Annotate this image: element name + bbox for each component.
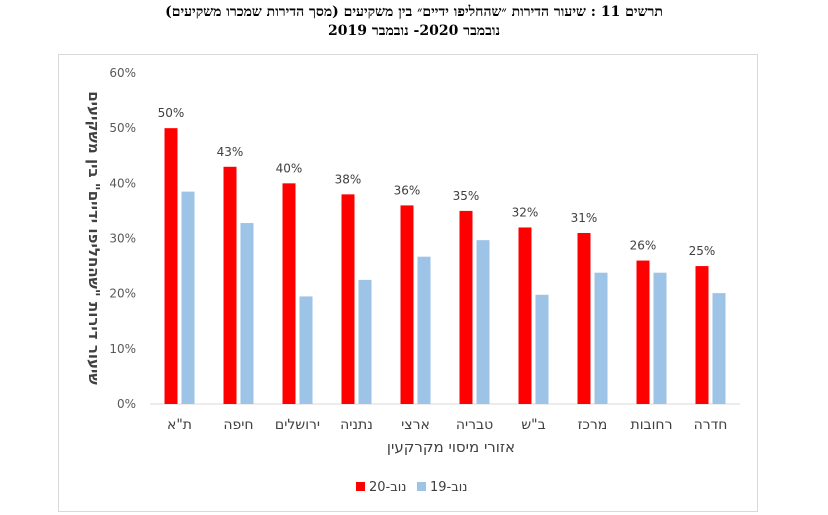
bar-nov19 [594,272,608,404]
bar-nov19 [535,294,549,404]
x-tick-label: ירושלים [275,417,320,433]
bar-nov20 [459,210,473,404]
data-label: 40% [276,161,303,175]
legend-label: נוב-20 [369,480,407,495]
y-tick-label: 60% [109,66,136,80]
data-label: 36% [394,183,421,197]
x-tick-label: חדרה [694,417,728,433]
bar-nov20 [518,227,532,404]
data-label: 32% [512,205,539,219]
bar-nov20 [636,260,650,404]
x-tick-label: ארצי [401,417,430,433]
data-label: 26% [630,239,657,253]
chart-title-line2: נובמבר 2020- נובמבר 2019 [328,23,500,39]
y-tick-label: 50% [109,121,136,135]
data-labels: 50% 43% 40% 38% 36% 35% 32% 31% 26% 25% [158,106,716,258]
bar-nov20 [400,205,414,404]
x-axis-ticks: ת"א חיפה ירושלים נתניה ארצי טבריה ב"ש מרכז רחובו… [167,417,727,433]
chart-frame [58,54,758,512]
legend-swatch [356,482,365,491]
y-tick-label: 10% [109,342,136,356]
bar-nov20 [695,266,709,404]
bar-nov19 [417,256,431,404]
data-label: 43% [217,145,244,159]
data-label: 50% [158,106,185,120]
y-tick-label: 40% [109,176,136,190]
bar-nov19 [712,293,726,404]
chart-title: תרשים 11 : שיעור הדירות ״שהחליפו ידיים״ … [0,3,828,41]
y-tick-label: 30% [109,232,136,246]
bar-nov20 [282,183,296,404]
x-axis-title: אזורי מיסוי מקרקעין [387,438,515,456]
chart-title-line1: תרשים 11 : שיעור הדירות ״שהחליפו ידיים״ … [165,4,663,20]
x-tick-label: ב"ש [521,417,545,433]
bar-nov20 [223,166,237,404]
bar-nov19 [240,223,254,404]
data-label: 35% [453,189,480,203]
data-label: 25% [689,244,716,258]
y-tick-label: 0% [117,397,136,411]
bars [164,128,726,404]
bar-nov19 [181,191,195,404]
x-tick-label: ת"א [167,417,192,433]
x-tick-label: נתניה [340,417,373,433]
x-tick-label: רחובות [631,417,673,433]
x-tick-label: מרכז [578,417,608,433]
bar-nov19 [358,279,372,404]
x-tick-label: טבריה [456,417,493,433]
legend-swatch [417,482,426,491]
bar-nov20 [341,194,355,404]
y-axis-ticks: 0% 10% 20% 30% 40% 50% 60% [109,66,136,411]
legend: נוב-19 נוב-20 [356,480,468,495]
y-axis-title: שיעור דירות "שהחליפו ידיים" בין משקיעים [85,91,103,385]
data-label: 38% [335,172,362,186]
legend-label: נוב-19 [430,480,468,495]
data-label: 31% [571,211,598,225]
bar-nov19 [476,240,490,404]
x-tick-label: חיפה [223,417,253,433]
bar-nov19 [299,296,313,404]
bar-nov20 [164,128,178,404]
bar-nov19 [653,272,667,404]
bar-nov20 [577,232,591,404]
y-tick-label: 20% [109,287,136,301]
